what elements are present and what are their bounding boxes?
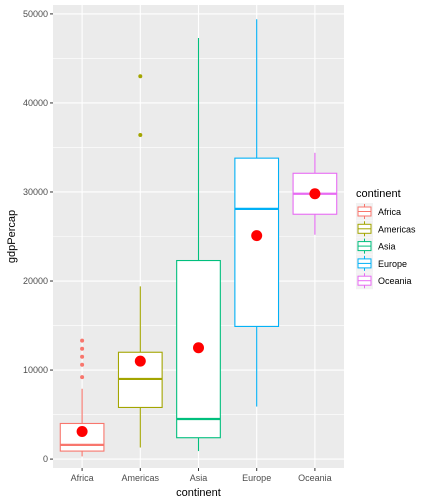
legend-label: Africa	[378, 207, 401, 217]
y-tick-label: 50000	[23, 9, 48, 19]
outlier-point	[80, 346, 85, 351]
box-europe	[234, 19, 280, 407]
outlier-point	[138, 74, 143, 79]
legend: continent Africa Americas Asia Europe Oceani…	[356, 188, 416, 290]
mean-point	[134, 355, 146, 367]
x-tick-label: Europe	[242, 473, 271, 483]
legend-item-oceania: Oceania	[356, 272, 412, 290]
box-africa	[59, 338, 105, 457]
outlier-point	[80, 362, 85, 367]
x-axis-title: continent	[176, 487, 221, 499]
legend-label: Asia	[378, 242, 396, 252]
legend-item-africa: Africa	[356, 203, 401, 220]
legend-item-asia: Asia	[356, 237, 396, 255]
legend-title: continent	[356, 188, 401, 200]
outlier-point	[138, 132, 143, 137]
y-tick-label: 40000	[23, 98, 48, 108]
outlier-point	[80, 354, 85, 359]
y-axis: 0 10000 20000 30000 40000 50000	[23, 9, 53, 464]
y-axis-title: gdpPercap	[6, 210, 18, 263]
y-tick-label: 30000	[23, 187, 48, 197]
y-tick-label: 0	[43, 454, 48, 464]
mean-point	[309, 188, 321, 200]
box-oceania	[292, 152, 338, 235]
mean-point	[76, 425, 88, 437]
legend-item-americas: Americas	[356, 220, 416, 238]
outlier-point	[80, 375, 85, 380]
x-axis: Africa Americas Asia Europe Oceania	[71, 468, 332, 483]
legend-label: Oceania	[378, 276, 412, 286]
x-tick-label: Oceania	[298, 473, 332, 483]
y-tick-label: 20000	[23, 276, 48, 286]
x-tick-label: Americas	[122, 473, 160, 483]
box-americas	[117, 74, 163, 448]
x-tick-label: Asia	[190, 473, 208, 483]
legend-label: Europe	[378, 259, 407, 269]
box-body	[59, 422, 105, 452]
box-asia	[176, 37, 221, 452]
legend-item-europe: Europe	[356, 254, 407, 272]
mean-point	[193, 342, 204, 354]
box-series	[59, 19, 338, 457]
legend-label: Americas	[378, 224, 416, 234]
mean-point	[251, 230, 263, 242]
box-body	[234, 157, 280, 327]
y-tick-label: 10000	[23, 365, 48, 375]
outlier-point	[80, 338, 85, 343]
x-tick-label: Africa	[71, 473, 94, 483]
